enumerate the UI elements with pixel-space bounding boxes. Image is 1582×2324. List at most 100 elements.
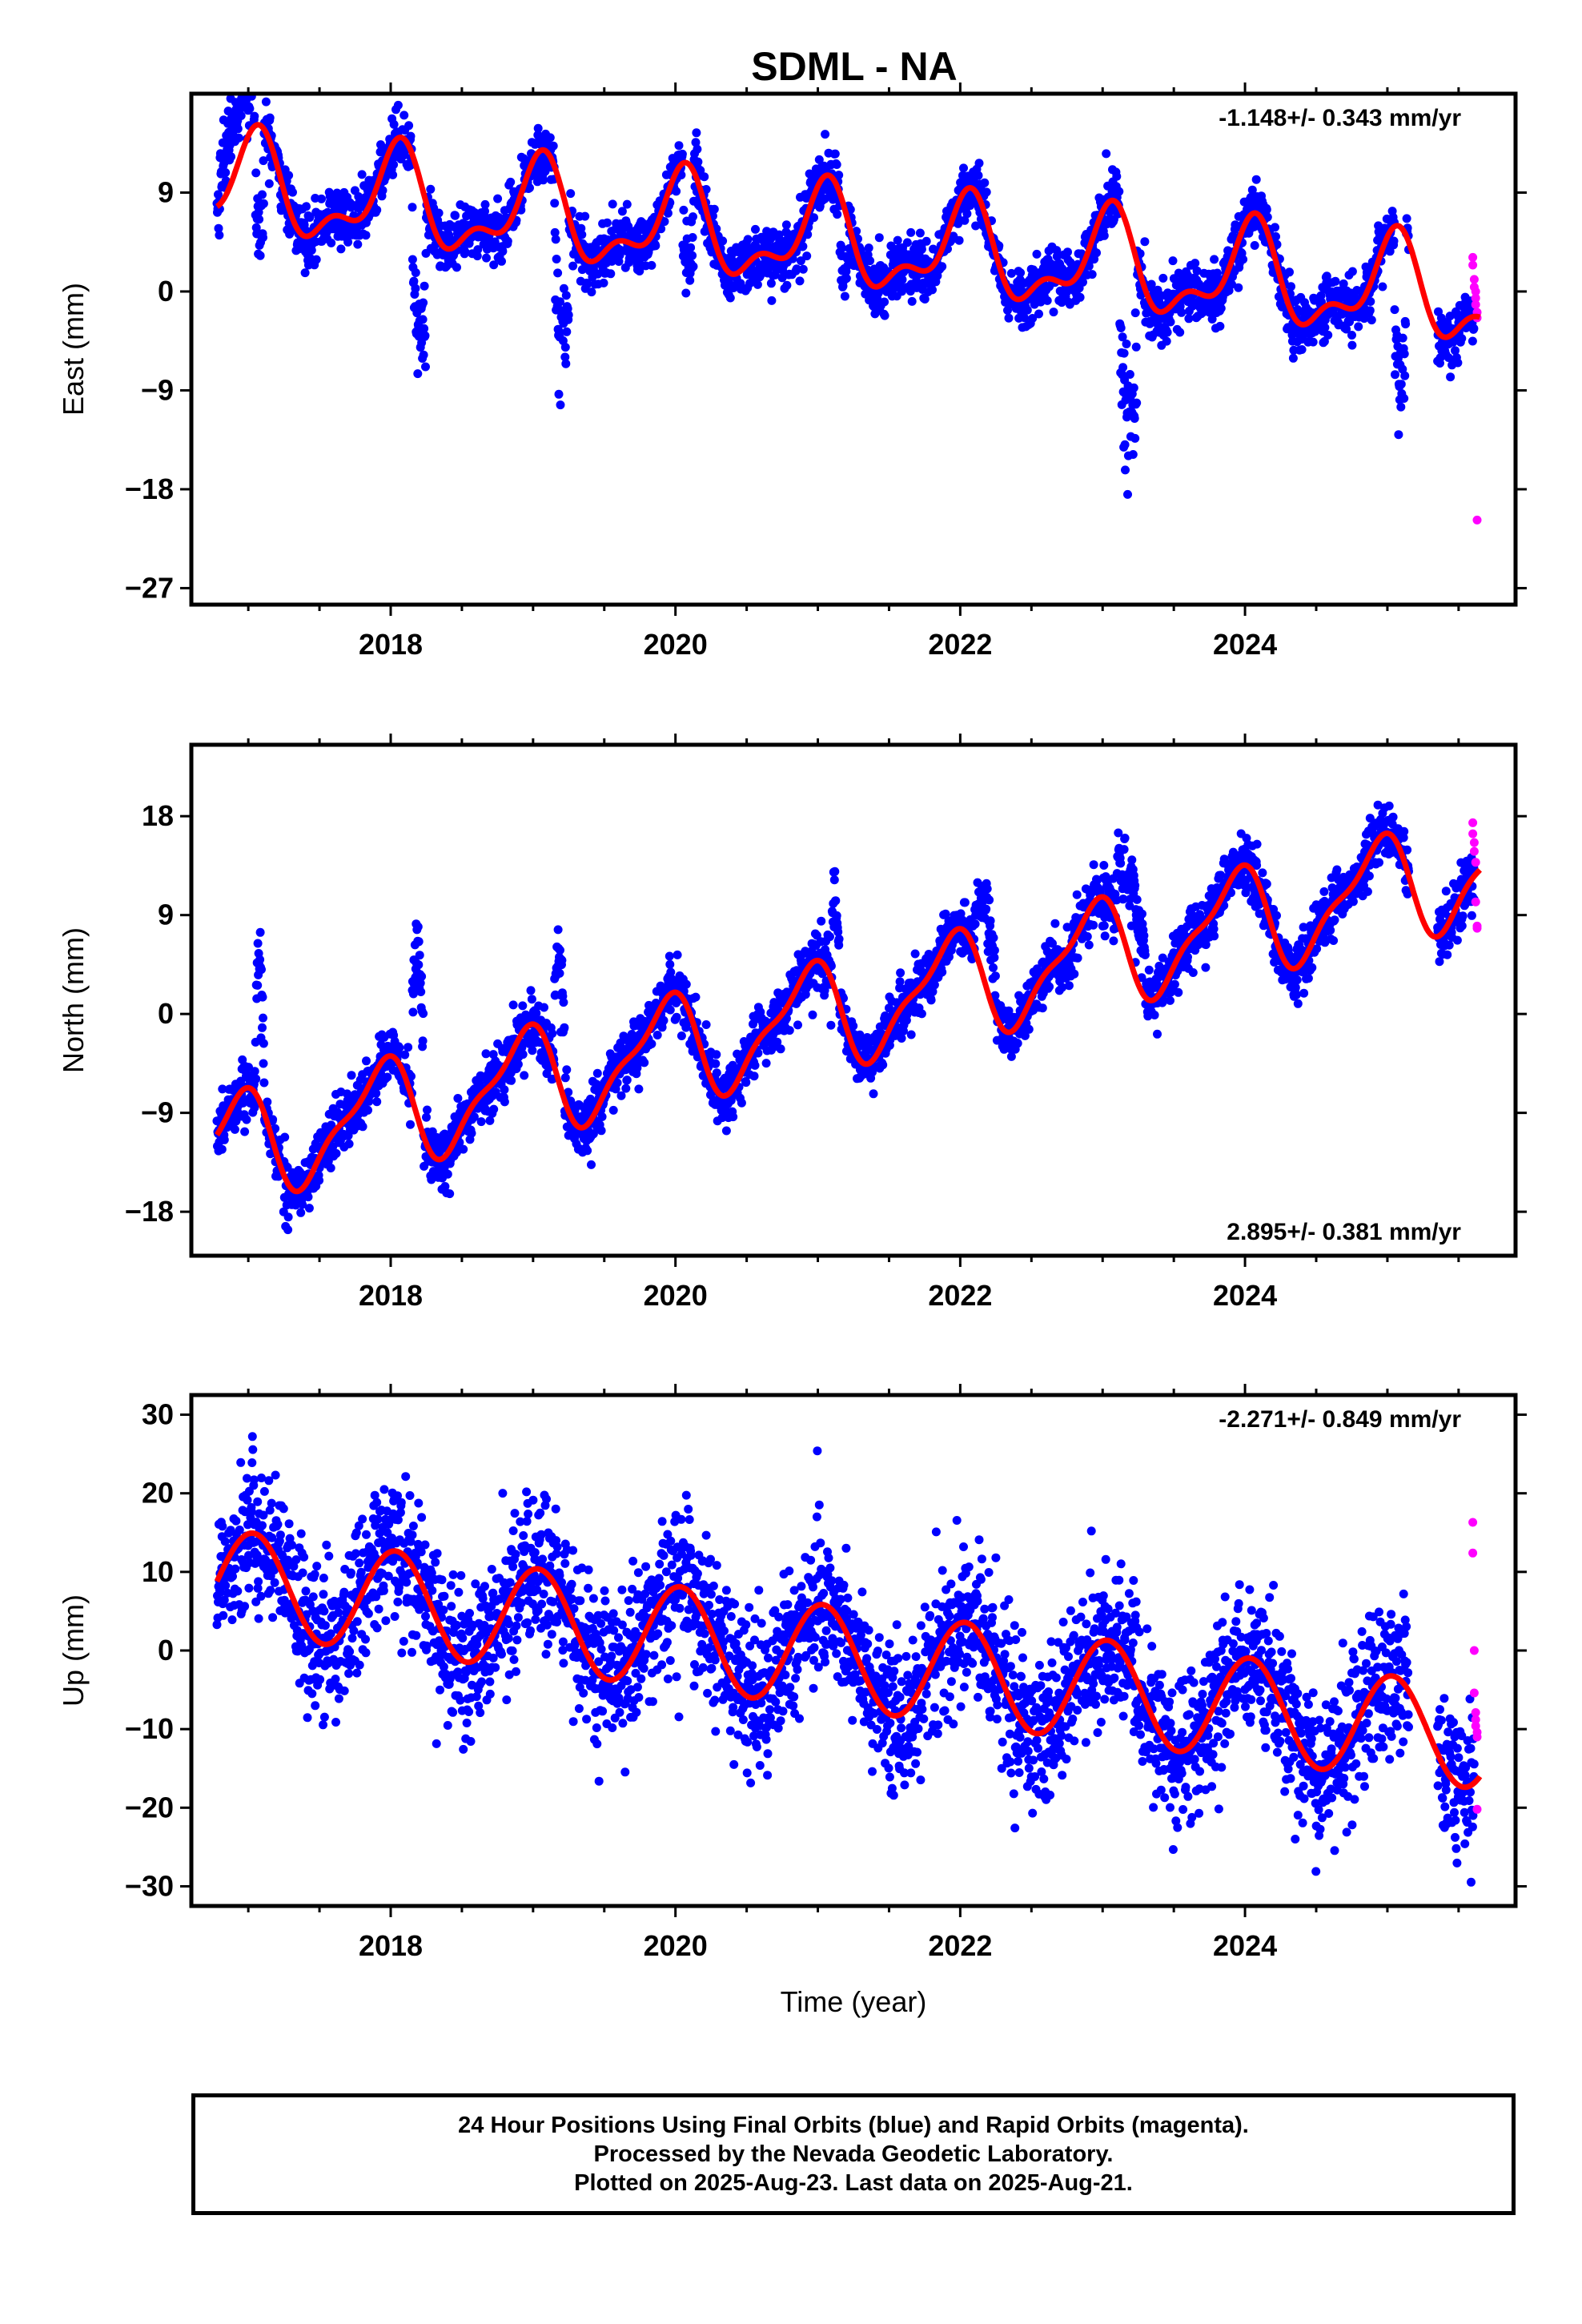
figure-title: SDML - NA <box>751 44 957 89</box>
final-point <box>550 227 560 237</box>
final-point <box>803 230 813 239</box>
final-point <box>358 1122 367 1132</box>
final-point <box>622 199 632 209</box>
final-point <box>304 1204 314 1213</box>
final-point <box>1119 348 1129 358</box>
final-point <box>1140 237 1150 247</box>
final-point <box>1396 402 1406 412</box>
final-point <box>444 230 454 239</box>
east-series-layer <box>212 59 1483 525</box>
final-point <box>960 215 970 225</box>
final-point <box>792 264 801 274</box>
final-point <box>663 208 673 218</box>
final-point <box>652 1031 662 1039</box>
final-point <box>1347 340 1357 350</box>
final-point <box>921 236 931 246</box>
final-point <box>776 1044 785 1054</box>
final-point <box>1166 317 1175 327</box>
final-point <box>1042 296 1052 305</box>
final-point <box>907 296 917 306</box>
final-point <box>1032 249 1042 259</box>
final-point <box>1006 268 1016 278</box>
final-point <box>233 124 243 134</box>
final-point <box>533 123 543 133</box>
final-point <box>617 207 627 216</box>
final-point <box>389 160 399 170</box>
final-point <box>833 210 842 219</box>
final-point <box>651 241 661 251</box>
final-point <box>1129 383 1138 392</box>
final-point <box>251 59 259 68</box>
final-point <box>793 1020 802 1030</box>
final-point <box>416 987 426 996</box>
final-point <box>902 238 912 247</box>
final-point <box>526 986 536 995</box>
final-point <box>434 208 444 218</box>
final-point <box>395 1043 404 1052</box>
final-point <box>1162 328 1172 337</box>
rapid-point <box>1469 275 1479 284</box>
final-point <box>1121 465 1130 475</box>
final-point <box>414 937 424 947</box>
final-point <box>878 1060 888 1070</box>
final-point <box>520 1071 529 1080</box>
final-point <box>288 187 297 197</box>
final-point <box>362 1056 371 1066</box>
final-point <box>560 343 570 352</box>
final-point <box>556 297 564 307</box>
east-ytick-label: −9 <box>141 373 174 406</box>
final-point <box>1234 283 1243 292</box>
final-point <box>242 78 251 87</box>
final-point <box>1034 309 1043 319</box>
final-point <box>255 927 265 937</box>
final-point <box>869 1089 878 1099</box>
final-point <box>837 243 847 253</box>
final-point <box>419 298 428 308</box>
final-point <box>1158 273 1168 283</box>
final-point <box>1049 308 1058 317</box>
final-point <box>750 1060 760 1070</box>
final-point <box>217 1144 227 1154</box>
final-point <box>766 279 776 288</box>
final-point <box>718 236 728 246</box>
final-point <box>647 260 656 270</box>
final-point <box>1251 175 1261 184</box>
final-point <box>685 275 695 285</box>
final-point <box>693 157 703 167</box>
final-point <box>556 946 564 955</box>
east-xtick-label: 2020 <box>644 628 708 661</box>
final-point <box>357 170 367 179</box>
final-point <box>660 217 669 227</box>
final-point <box>560 1023 569 1032</box>
final-point <box>453 1094 463 1103</box>
east-rate-label: -1.148+/- 0.343 mm/yr <box>1219 105 1461 131</box>
final-point <box>928 285 937 295</box>
final-point <box>587 1160 596 1169</box>
final-point <box>259 1039 268 1048</box>
final-point <box>954 219 963 228</box>
final-point <box>1390 305 1399 315</box>
final-point <box>864 243 873 253</box>
final-point <box>540 1003 548 1012</box>
final-point <box>261 97 271 107</box>
final-point <box>1331 276 1340 286</box>
final-point <box>253 939 263 948</box>
final-point <box>236 111 246 120</box>
final-point <box>599 278 608 287</box>
final-point <box>634 1084 644 1094</box>
final-point <box>751 224 760 234</box>
final-point <box>476 1117 486 1127</box>
final-point <box>743 235 753 244</box>
final-point <box>1394 430 1403 440</box>
final-point <box>251 1074 261 1084</box>
final-point <box>696 166 705 175</box>
final-point <box>336 244 346 254</box>
final-point <box>343 237 353 247</box>
final-point <box>242 1115 251 1124</box>
final-point <box>467 1128 476 1138</box>
final-point <box>583 1146 592 1156</box>
final-point <box>480 199 490 209</box>
final-point <box>556 400 565 410</box>
final-point <box>712 1068 721 1078</box>
